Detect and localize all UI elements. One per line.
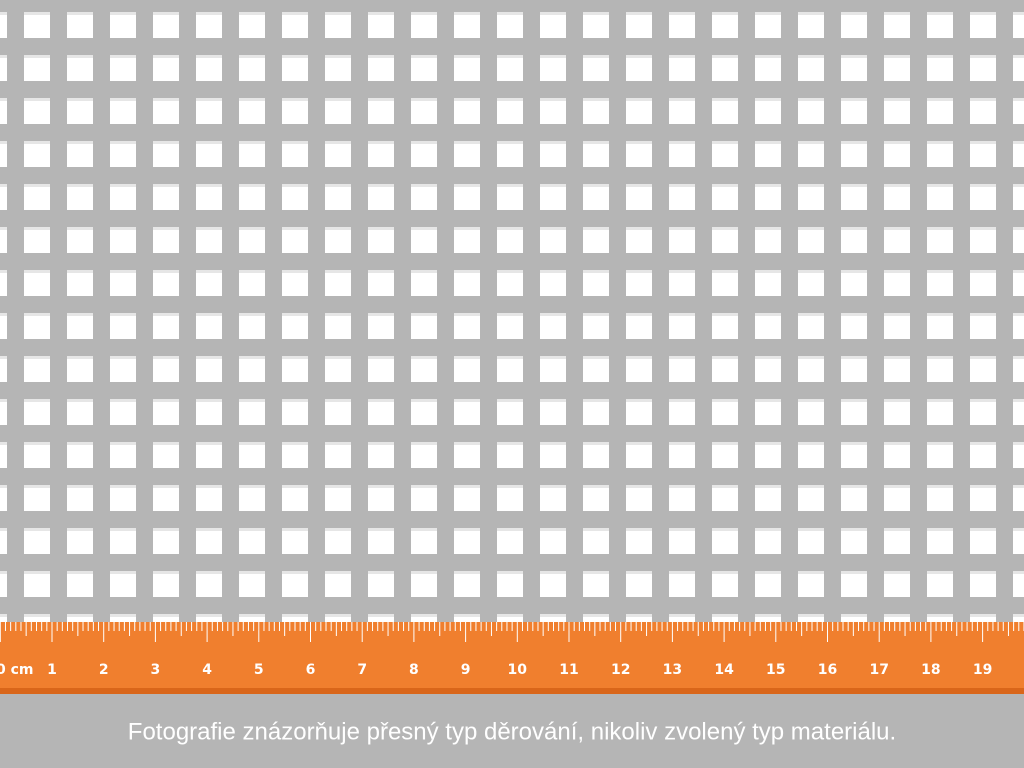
ruler: [0, 622, 1024, 688]
ruler-label: 18: [921, 662, 940, 678]
ruler-label: 9: [461, 662, 471, 678]
perforation: [0, 0, 1024, 622]
ruler-label: 12: [611, 662, 630, 678]
caption: Fotografie znázorňuje přesný typ děrován…: [128, 718, 896, 745]
ruler-label: 19: [973, 662, 992, 678]
ruler-label: 6: [306, 662, 316, 678]
ruler-label: 0 cm: [0, 662, 34, 678]
ruler-label: 1: [47, 662, 57, 678]
ruler-label: 11: [559, 662, 578, 678]
ruler-label: 7: [357, 662, 367, 678]
ruler-label: 3: [151, 662, 161, 678]
ruler-label: 14: [714, 662, 734, 678]
ruler-label: 15: [766, 662, 785, 678]
ruler-label: 4: [202, 662, 212, 678]
ruler-edge: [0, 688, 1024, 694]
ruler-label: 8: [409, 662, 419, 678]
ruler-label: 17: [869, 662, 888, 678]
ruler-label: 10: [508, 662, 528, 678]
caption-bar: [0, 694, 1024, 768]
ruler-label: 5: [254, 662, 264, 678]
ruler-ticks: [0, 622, 1024, 642]
ruler-label: 2: [99, 662, 109, 678]
ruler-label: 16: [818, 662, 837, 678]
ruler-label: 13: [663, 662, 682, 678]
